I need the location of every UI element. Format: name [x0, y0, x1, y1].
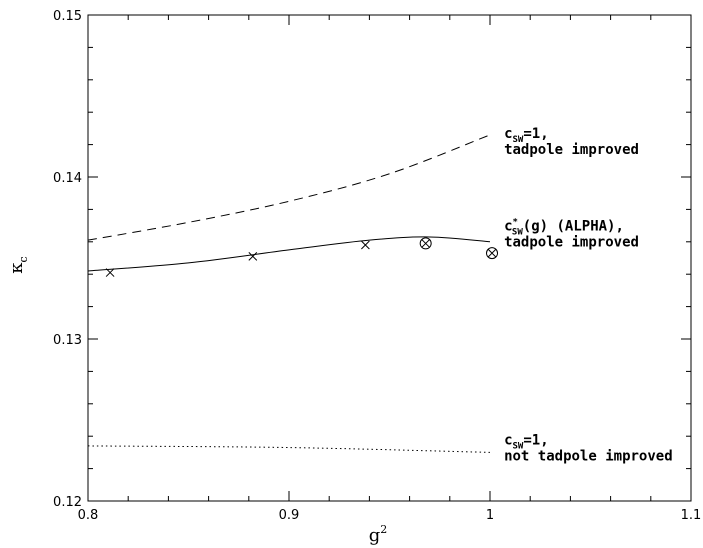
- x-tick-label: 1.1: [681, 508, 702, 523]
- y-axis-title: κc: [6, 256, 30, 273]
- y-tick-label: 0.12: [53, 495, 82, 510]
- data-point-cross: [487, 248, 497, 258]
- y-tick-label: 0.15: [53, 9, 82, 24]
- data-point-cross: [105, 268, 115, 277]
- annotation-line1: c* SW(g) (ALPHA),: [504, 217, 624, 237]
- annotation-line1: cSW=1,: [504, 126, 549, 145]
- annotation-line2: not tadpole improved: [504, 448, 673, 464]
- annotation-main: c: [504, 432, 512, 448]
- annotation-sub: SW: [513, 441, 524, 451]
- x-axis-title: g2: [369, 523, 388, 546]
- data-point-circle: [419, 237, 432, 250]
- y-axis-title-sub: c: [17, 256, 30, 262]
- series-line-dotted: [87, 445, 491, 453]
- annotation-line2: tadpole improved: [504, 142, 639, 158]
- x-axis-title-main: g: [369, 525, 381, 546]
- x-tick-label: 0.9: [279, 508, 300, 523]
- annotation-line1: cSW=1,: [504, 432, 549, 451]
- data-point-circle: [486, 247, 499, 260]
- annotation-main: c: [504, 126, 512, 142]
- data-points: [105, 237, 499, 277]
- annotation-line2: tadpole improved: [504, 234, 639, 250]
- series-line-dashed: [87, 134, 491, 241]
- x-tick-label: 1: [486, 508, 494, 523]
- plot-frame: [87, 14, 692, 502]
- annotation-rest: =1,: [523, 126, 548, 142]
- annotation-rest: =1,: [523, 432, 548, 448]
- data-point-cross: [421, 239, 431, 248]
- data-point-cross: [361, 240, 370, 250]
- x-tick-label: 0.8: [78, 508, 99, 523]
- series-line-solid: [87, 236, 491, 272]
- y-tick-label: 0.14: [53, 171, 82, 186]
- data-point-cross: [248, 252, 258, 261]
- annotation-rest: (g) (ALPHA),: [523, 218, 624, 234]
- y-tick-label: 0.13: [53, 333, 82, 348]
- tick-labels: 0.8 0.9 1 1.1 0.12 0.13 0.14 0.15: [53, 9, 701, 523]
- axis-ticks: [87, 14, 692, 502]
- annotation-sub: SW: [513, 135, 524, 145]
- annotation-sub: SW: [512, 227, 523, 237]
- annotation-sup: *: [513, 217, 518, 227]
- x-axis-title-sup: 2: [380, 523, 387, 536]
- annotation-main: c: [504, 218, 512, 234]
- y-axis-title-main: κ: [6, 262, 27, 274]
- series-lines: [87, 134, 491, 453]
